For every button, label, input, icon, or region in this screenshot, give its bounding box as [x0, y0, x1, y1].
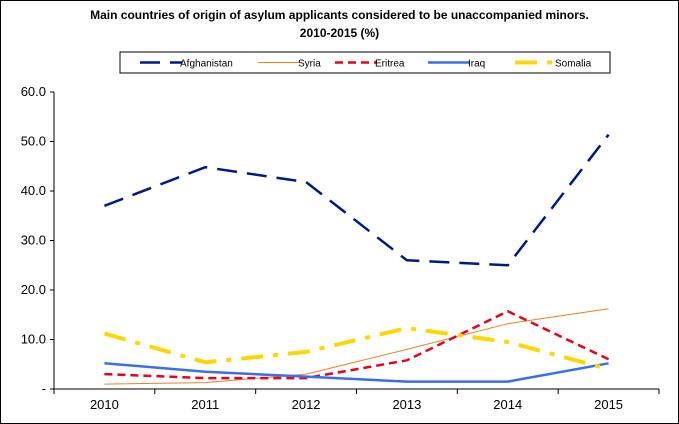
- series-line-eritrea: [104, 310, 610, 380]
- legend-label: Eritrea: [375, 59, 405, 70]
- y-tick-label: 40.0: [21, 183, 46, 198]
- series-line-iraq: [104, 362, 609, 383]
- x-tick-label: 2012: [292, 397, 321, 412]
- series-line-afghanistan: [103, 133, 610, 267]
- x-tick-label: 2015: [594, 397, 623, 412]
- legend-label: Iraq: [468, 59, 485, 70]
- y-tick-label: 50.0: [21, 134, 46, 149]
- legend-label: Afghanistan: [180, 59, 233, 70]
- x-tick-label: 2014: [493, 397, 522, 412]
- chart-title-block: Main countries of origin of asylum appli…: [0, 6, 679, 42]
- y-tick-label: 10.0: [21, 332, 46, 347]
- y-tick-label: 30.0: [21, 233, 46, 248]
- legend-label: Syria: [298, 59, 321, 70]
- chart-subtitle: 2010-2015 (%): [299, 26, 380, 40]
- series-line-somalia: [103, 326, 610, 372]
- chart-title: Main countries of origin of asylum appli…: [90, 8, 589, 22]
- x-tick-label: 2010: [90, 397, 119, 412]
- y-tick-label: -: [42, 381, 46, 396]
- series-line-syria: [104, 308, 609, 385]
- series-lines: [103, 133, 610, 385]
- axes: 60.0 50.0 40.0 30.0 20.0 10.0 - 2010 2011 2012 201…: [21, 84, 660, 412]
- x-tick-label: 2013: [392, 397, 421, 412]
- legend: Afghanistan Syria Eritrea Iraq Somalia: [119, 51, 611, 74]
- y-tick-label: 60.0: [21, 84, 46, 99]
- y-tick-label: 20.0: [21, 282, 46, 297]
- legend-label: Somalia: [555, 59, 592, 70]
- x-tick-label: 2011: [191, 397, 219, 412]
